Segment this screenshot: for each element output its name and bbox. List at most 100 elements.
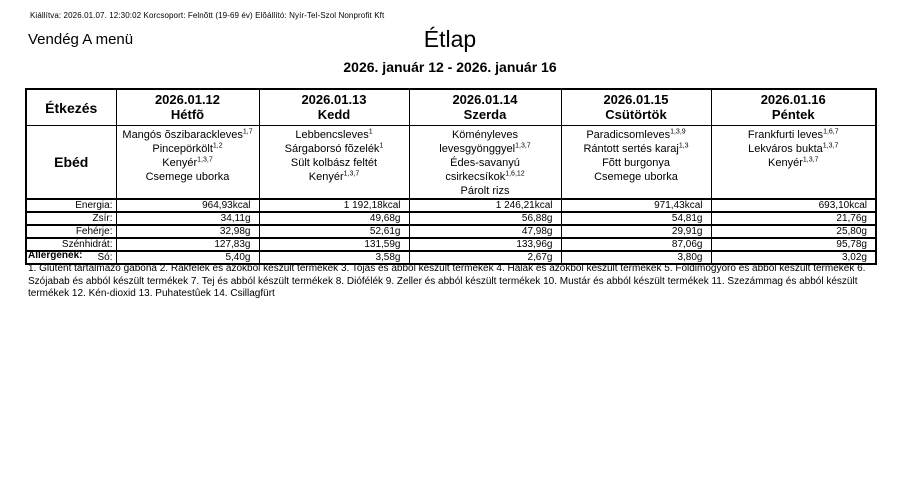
allergen-superscript: 1 bbox=[379, 142, 384, 150]
nutrition-value-day-3: 56,88g bbox=[408, 211, 562, 226]
date-label: 2026.01.14 bbox=[452, 92, 518, 107]
meal-label: Ebéd bbox=[25, 125, 117, 200]
document-title: Étlap bbox=[423, 26, 477, 52]
nutrition-row: Só: 5,40g 3,58g 2,67g 3,80g 3,02g bbox=[25, 250, 877, 265]
menu-item: Mangós õszibarackleves1,7 bbox=[117, 128, 259, 142]
allergen-superscript: 1,3,7 bbox=[515, 142, 531, 150]
menu-item-name: Lekváros bukta bbox=[748, 143, 823, 155]
issued-meta: Kiállítva: 2026.01.07. 12:30:02 Korcsopo… bbox=[30, 11, 385, 20]
menu-item-name: Sült kolbász feltét bbox=[290, 157, 378, 169]
allergens-text: 1. Glutént tartalmazó gabona 2. Rákfélék… bbox=[28, 263, 866, 299]
menu-cell-day-1: Mangós õszibarackleves1,7 Pincepörkölt1,2… bbox=[115, 125, 260, 200]
menu-variant-name: Vendég A menü bbox=[28, 31, 134, 48]
menu-item-name: Kenyér bbox=[768, 157, 803, 169]
menu-item: Kenyér1,3,7 bbox=[712, 156, 876, 170]
nutrition-value-day-4: 971,43kcal bbox=[560, 198, 712, 213]
allergen-superscript: 1,2 bbox=[212, 142, 223, 150]
nutrition-value-day-5: 21,76g bbox=[710, 211, 877, 226]
menu-item: Édes-savanyú csirkecsíkok1,6,12 bbox=[410, 156, 561, 184]
allergen-superscript: 1,3,7 bbox=[822, 142, 839, 150]
header-row: Étkezés 2026.01.12 Hétfõ 2026.01.13 Kedd 2026… bbox=[25, 88, 877, 126]
nutrition-value-day-2: 52,61g bbox=[258, 224, 410, 239]
allergen-superscript: 1,3,7 bbox=[802, 156, 819, 164]
day-column-header-2: 2026.01.13 Kedd bbox=[258, 88, 410, 126]
day-column-header-4: 2026.01.15 Csütörtök bbox=[560, 88, 712, 126]
menu-item-name: Édes-savanyú csirkecsíkok bbox=[445, 157, 520, 183]
menu-item: Lebbencsleves1 bbox=[260, 128, 409, 142]
menu-item: Csemege uborka bbox=[117, 170, 259, 184]
allergens-section: Allergének: 1. Glutént tartalmazó gabona… bbox=[28, 250, 888, 301]
menu-table: Étkezés 2026.01.12 Hétfõ 2026.01.13 Kedd 2026… bbox=[25, 88, 877, 265]
nutrition-row: Zsír: 34,11g 49,68g 56,88g 54,81g 21,76g bbox=[25, 211, 877, 226]
nutrition-row: Energia: 964,93kcal 1 192,18kcal 1 246,21kc… bbox=[25, 198, 877, 213]
nutrition-value-day-5: 25,80g bbox=[710, 224, 877, 239]
menu-item-name: Köményleves levesgyönggyel bbox=[439, 129, 519, 155]
menu-table-wrap: Étkezés 2026.01.12 Hétfõ 2026.01.13 Kedd 2026… bbox=[25, 88, 877, 265]
menu-item-name: Párolt rizs bbox=[460, 185, 510, 197]
weekday-label: Kedd bbox=[317, 107, 351, 122]
allergen-superscript: 1,6,12 bbox=[505, 170, 525, 178]
menu-item: Pincepörkölt1,2 bbox=[117, 142, 259, 156]
menu-item-name: Frankfurti leves bbox=[747, 129, 824, 141]
menu-item-name: Pincepörkölt bbox=[152, 143, 213, 155]
menu-cell-day-3: Köményleves levesgyönggyel1,3,7 Édes-sava… bbox=[408, 125, 562, 200]
date-label: 2026.01.13 bbox=[301, 92, 367, 107]
meal-row: Ebéd Mangós õszibarackleves1,7 Pincepörköl… bbox=[25, 125, 877, 200]
nutrition-value-day-2: 49,68g bbox=[258, 211, 410, 226]
weekday-label: Péntek bbox=[771, 107, 815, 122]
menu-item-name: Rántott sertés karaj bbox=[583, 143, 679, 155]
allergen-superscript: 1,3,7 bbox=[197, 156, 213, 164]
menu-item-name: Sárgaborsó fõzelék bbox=[284, 143, 380, 155]
menu-item-name: Mangós õszibarackleves bbox=[122, 129, 243, 141]
allergen-superscript: 1,3,9 bbox=[670, 128, 686, 136]
nutrition-label: Só: bbox=[25, 250, 117, 265]
menu-item: Kenyér1,3,7 bbox=[117, 156, 259, 170]
nutrition-value-day-5: 3,02g bbox=[710, 250, 877, 265]
menu-item: Fõtt burgonya bbox=[562, 156, 711, 170]
menu-item: Kenyér1,3,7 bbox=[260, 170, 409, 184]
nutrition-value-day-2: 1 192,18kcal bbox=[258, 198, 410, 213]
allergens-heading: Allergének: bbox=[28, 250, 83, 261]
day-column-header-5: 2026.01.16 Péntek bbox=[710, 88, 877, 126]
menu-item: Párolt rizs bbox=[410, 184, 561, 198]
nutrition-label: Zsír: bbox=[25, 211, 117, 226]
menu-item: Rántott sertés karaj1,3 bbox=[562, 142, 711, 156]
menu-item-name: Csemege uborka bbox=[145, 171, 230, 183]
allergen-superscript: 1,3 bbox=[678, 142, 689, 150]
date-label: 2026.01.16 bbox=[760, 92, 826, 107]
nutrition-value-day-5: 693,10kcal bbox=[710, 198, 877, 213]
nutrition-value-day-4: 29,91g bbox=[560, 224, 712, 239]
nutrition-value-day-1: 32,98g bbox=[115, 224, 260, 239]
menu-item-name: Paradicsomleves bbox=[586, 129, 671, 141]
nutrition-label: Energia: bbox=[25, 198, 117, 213]
day-column-header-3: 2026.01.14 Szerda bbox=[408, 88, 562, 126]
meal-column-header: Étkezés bbox=[25, 88, 117, 126]
menu-cell-day-5: Frankfurti leves1,6,7 Lekváros bukta1,3,7… bbox=[710, 125, 877, 200]
menu-cell-day-4: Paradicsomleves1,3,9 Rántott sertés karaj… bbox=[560, 125, 712, 200]
nutrition-value-day-3: 1 246,21kcal bbox=[408, 198, 562, 213]
allergen-superscript: 1,7 bbox=[242, 128, 253, 136]
menu-item-name: Csemege uborka bbox=[594, 171, 678, 183]
date-label: 2026.01.15 bbox=[603, 92, 669, 107]
nutrition-value-day-1: 964,93kcal bbox=[115, 198, 260, 213]
date-range: 2026. január 12 - 2026. január 16 bbox=[343, 59, 557, 75]
menu-cell-day-2: Lebbencsleves1 Sárgaborsó fõzelék1 Sült ko… bbox=[258, 125, 410, 200]
menu-item-name: Lebbencsleves bbox=[295, 129, 369, 141]
weekday-label: Szerda bbox=[463, 107, 507, 122]
allergen-superscript: 1,6,7 bbox=[823, 128, 839, 136]
menu-item: Köményleves levesgyönggyel1,3,7 bbox=[410, 128, 561, 156]
nutrition-value-day-4: 54,81g bbox=[560, 211, 712, 226]
nutrition-value-day-3: 47,98g bbox=[408, 224, 562, 239]
weekday-label: Hétfõ bbox=[170, 107, 205, 122]
menu-item-name: Fõtt burgonya bbox=[602, 157, 670, 169]
menu-item: Lekváros bukta1,3,7 bbox=[712, 142, 876, 156]
menu-item: Sárgaborsó fõzelék1 bbox=[260, 142, 409, 156]
nutrition-label: Fehérje: bbox=[25, 224, 117, 239]
menu-item: Paradicsomleves1,3,9 bbox=[562, 128, 711, 142]
allergen-superscript: 1 bbox=[368, 128, 373, 136]
menu-item-name: Kenyér bbox=[162, 157, 198, 169]
allergen-superscript: 1,3,7 bbox=[343, 170, 360, 178]
nutrition-value-day-1: 34,11g bbox=[115, 211, 260, 226]
weekday-label: Csütörtök bbox=[605, 107, 667, 122]
